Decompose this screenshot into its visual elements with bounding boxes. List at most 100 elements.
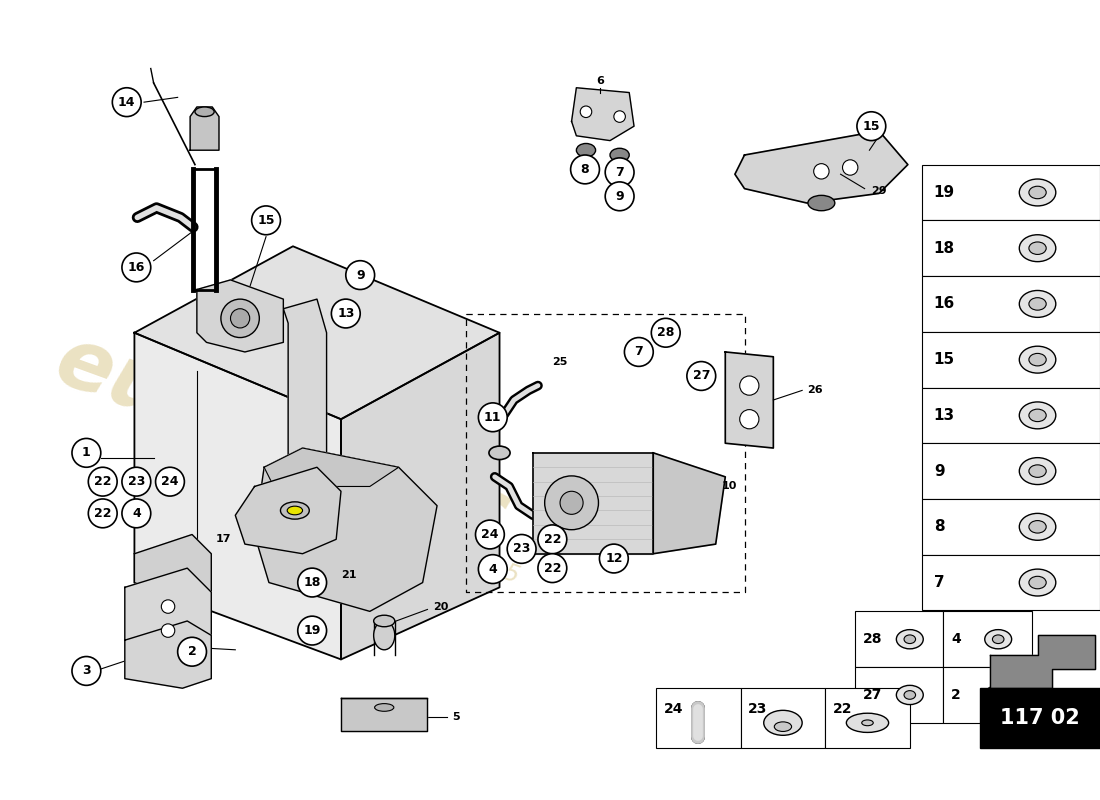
Text: 19: 19 xyxy=(934,185,955,200)
Ellipse shape xyxy=(1028,409,1046,422)
Text: 9: 9 xyxy=(934,463,945,478)
Polygon shape xyxy=(235,467,341,554)
Circle shape xyxy=(298,568,327,597)
Text: 11: 11 xyxy=(484,410,502,424)
Ellipse shape xyxy=(375,704,394,711)
Polygon shape xyxy=(197,280,284,352)
Circle shape xyxy=(231,309,250,328)
Text: 17: 17 xyxy=(216,534,231,544)
Ellipse shape xyxy=(896,630,923,649)
Text: 27: 27 xyxy=(862,688,882,702)
Ellipse shape xyxy=(807,195,835,210)
Text: 23: 23 xyxy=(513,542,530,555)
Polygon shape xyxy=(134,333,341,659)
Ellipse shape xyxy=(992,635,1004,643)
Circle shape xyxy=(88,499,117,528)
Circle shape xyxy=(162,624,175,638)
Text: 18: 18 xyxy=(934,241,955,256)
Bar xyxy=(944,611,1032,667)
Bar xyxy=(825,688,910,748)
Text: 24: 24 xyxy=(481,528,498,541)
Circle shape xyxy=(843,160,858,175)
Polygon shape xyxy=(284,299,327,496)
Ellipse shape xyxy=(774,722,792,731)
Polygon shape xyxy=(653,453,725,554)
Polygon shape xyxy=(725,352,773,448)
Text: 2: 2 xyxy=(188,646,197,658)
Text: 27: 27 xyxy=(693,370,710,382)
Polygon shape xyxy=(264,448,398,486)
Bar xyxy=(922,554,1100,610)
Polygon shape xyxy=(124,568,211,659)
Text: 24: 24 xyxy=(663,702,683,716)
Text: 28: 28 xyxy=(862,632,882,646)
Ellipse shape xyxy=(374,621,395,650)
Bar xyxy=(855,611,944,667)
Circle shape xyxy=(331,299,360,328)
Text: 13: 13 xyxy=(337,307,354,320)
Circle shape xyxy=(544,476,598,530)
Text: 29: 29 xyxy=(871,186,887,195)
Polygon shape xyxy=(254,448,437,611)
Text: 7: 7 xyxy=(635,346,643,358)
Polygon shape xyxy=(190,107,219,150)
Ellipse shape xyxy=(1020,234,1056,262)
Circle shape xyxy=(560,491,583,514)
Polygon shape xyxy=(134,534,211,606)
Text: 8: 8 xyxy=(934,519,945,534)
Polygon shape xyxy=(534,453,653,554)
Text: 9: 9 xyxy=(615,190,624,203)
Circle shape xyxy=(614,111,626,122)
Text: 22: 22 xyxy=(833,702,853,716)
Circle shape xyxy=(739,376,759,395)
Ellipse shape xyxy=(287,506,303,515)
Text: 7: 7 xyxy=(615,166,624,178)
Bar xyxy=(656,688,740,748)
Circle shape xyxy=(538,554,566,582)
Circle shape xyxy=(298,616,327,645)
Bar xyxy=(922,387,1100,443)
Circle shape xyxy=(122,253,151,282)
Bar xyxy=(740,688,825,748)
Ellipse shape xyxy=(984,630,1012,649)
Ellipse shape xyxy=(374,615,395,626)
Ellipse shape xyxy=(1020,346,1056,373)
Text: 16: 16 xyxy=(934,297,955,311)
Ellipse shape xyxy=(1028,298,1046,310)
Text: 14: 14 xyxy=(118,96,135,109)
Ellipse shape xyxy=(1028,186,1046,198)
Circle shape xyxy=(814,164,829,179)
Circle shape xyxy=(475,520,504,549)
Text: 24: 24 xyxy=(162,475,178,488)
Ellipse shape xyxy=(195,107,214,117)
Circle shape xyxy=(605,182,634,210)
Ellipse shape xyxy=(488,446,510,459)
Text: 21: 21 xyxy=(341,570,356,580)
Ellipse shape xyxy=(1028,465,1046,478)
Text: 1: 1 xyxy=(191,643,199,653)
Ellipse shape xyxy=(1020,290,1056,318)
Circle shape xyxy=(72,657,101,686)
Bar xyxy=(922,443,1100,499)
Polygon shape xyxy=(134,246,499,419)
Circle shape xyxy=(857,112,886,141)
Circle shape xyxy=(686,362,716,390)
Ellipse shape xyxy=(861,720,873,726)
Ellipse shape xyxy=(1020,458,1056,485)
Ellipse shape xyxy=(1020,569,1056,596)
Bar xyxy=(980,688,1100,748)
Ellipse shape xyxy=(280,502,309,519)
Ellipse shape xyxy=(846,714,889,733)
Circle shape xyxy=(507,534,536,563)
Circle shape xyxy=(605,158,634,186)
Circle shape xyxy=(112,88,141,117)
Circle shape xyxy=(345,261,375,290)
Ellipse shape xyxy=(1028,354,1046,366)
Text: 1: 1 xyxy=(82,446,91,459)
Text: 13: 13 xyxy=(934,408,955,423)
Text: 28: 28 xyxy=(657,326,674,339)
Text: europäres: europäres xyxy=(45,318,521,559)
Circle shape xyxy=(538,525,566,554)
Circle shape xyxy=(155,467,185,496)
Text: 7: 7 xyxy=(934,575,945,590)
